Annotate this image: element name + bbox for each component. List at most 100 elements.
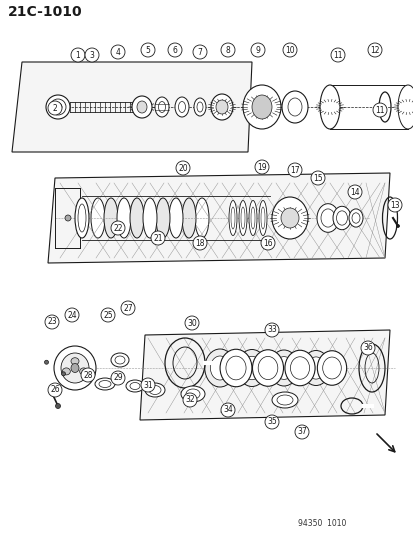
Ellipse shape xyxy=(117,198,131,238)
Ellipse shape xyxy=(216,100,228,114)
Ellipse shape xyxy=(50,99,66,115)
Circle shape xyxy=(367,43,381,57)
Circle shape xyxy=(48,101,62,115)
Ellipse shape xyxy=(320,209,334,227)
Circle shape xyxy=(101,308,115,322)
Ellipse shape xyxy=(104,198,118,238)
Ellipse shape xyxy=(271,392,297,408)
Text: 34: 34 xyxy=(223,406,232,415)
Ellipse shape xyxy=(132,96,152,118)
Ellipse shape xyxy=(54,103,62,111)
Ellipse shape xyxy=(75,198,89,238)
Ellipse shape xyxy=(271,197,307,239)
Ellipse shape xyxy=(322,357,340,379)
Circle shape xyxy=(81,368,95,382)
Ellipse shape xyxy=(332,206,350,230)
Circle shape xyxy=(254,160,268,174)
Circle shape xyxy=(372,103,386,117)
Ellipse shape xyxy=(317,351,346,385)
Ellipse shape xyxy=(211,94,233,120)
Circle shape xyxy=(48,383,62,397)
Circle shape xyxy=(221,43,235,57)
Text: 3: 3 xyxy=(89,51,94,60)
Ellipse shape xyxy=(65,215,71,221)
Circle shape xyxy=(192,236,206,250)
Text: 14: 14 xyxy=(349,188,359,197)
Ellipse shape xyxy=(319,85,339,129)
Ellipse shape xyxy=(210,356,229,380)
Ellipse shape xyxy=(240,207,244,229)
Ellipse shape xyxy=(115,356,125,364)
Ellipse shape xyxy=(269,350,298,386)
Circle shape xyxy=(260,236,274,250)
Ellipse shape xyxy=(348,209,362,227)
Ellipse shape xyxy=(204,349,235,387)
Text: 24: 24 xyxy=(67,311,77,319)
Text: 13: 13 xyxy=(389,200,399,209)
Text: 9: 9 xyxy=(255,45,260,54)
Ellipse shape xyxy=(185,389,199,399)
Ellipse shape xyxy=(259,200,266,236)
Ellipse shape xyxy=(61,353,89,383)
Circle shape xyxy=(45,315,59,329)
Ellipse shape xyxy=(180,386,204,402)
Polygon shape xyxy=(12,62,252,152)
Ellipse shape xyxy=(276,395,292,405)
Text: 35: 35 xyxy=(266,417,276,426)
Ellipse shape xyxy=(258,357,277,379)
Ellipse shape xyxy=(158,101,165,112)
Circle shape xyxy=(310,171,324,185)
Circle shape xyxy=(192,45,206,59)
Ellipse shape xyxy=(62,372,65,376)
Text: 4: 4 xyxy=(115,47,120,56)
Circle shape xyxy=(185,316,199,330)
Ellipse shape xyxy=(351,213,359,223)
Text: 17: 17 xyxy=(290,166,299,174)
Ellipse shape xyxy=(62,368,70,375)
Circle shape xyxy=(250,43,264,57)
Ellipse shape xyxy=(79,368,88,375)
Circle shape xyxy=(111,221,125,235)
Text: 31: 31 xyxy=(143,381,152,390)
Circle shape xyxy=(287,163,301,177)
Circle shape xyxy=(151,231,165,245)
Ellipse shape xyxy=(45,360,48,364)
Ellipse shape xyxy=(237,350,266,386)
Ellipse shape xyxy=(99,381,111,387)
Ellipse shape xyxy=(281,91,307,123)
Text: 21: 21 xyxy=(153,233,162,243)
Ellipse shape xyxy=(126,380,144,392)
Ellipse shape xyxy=(248,200,256,236)
Ellipse shape xyxy=(195,198,209,238)
Ellipse shape xyxy=(274,357,292,379)
Text: 26: 26 xyxy=(50,385,59,394)
Ellipse shape xyxy=(242,356,261,379)
Circle shape xyxy=(264,323,278,337)
Text: 94350  1010: 94350 1010 xyxy=(297,519,346,528)
Text: 27: 27 xyxy=(123,303,133,312)
Text: 2: 2 xyxy=(52,103,57,112)
Text: 22: 22 xyxy=(113,223,122,232)
Text: 30: 30 xyxy=(187,319,197,327)
Ellipse shape xyxy=(230,207,235,229)
Ellipse shape xyxy=(78,204,86,232)
Circle shape xyxy=(330,48,344,62)
Circle shape xyxy=(141,378,154,392)
Ellipse shape xyxy=(197,102,202,112)
Ellipse shape xyxy=(137,101,147,113)
Text: 29: 29 xyxy=(113,374,123,383)
Circle shape xyxy=(168,43,182,57)
Text: 10: 10 xyxy=(285,45,294,54)
Ellipse shape xyxy=(149,385,161,394)
Text: 18: 18 xyxy=(195,238,204,247)
Ellipse shape xyxy=(238,200,247,236)
Text: 5: 5 xyxy=(145,45,150,54)
Ellipse shape xyxy=(336,211,347,225)
Circle shape xyxy=(360,341,374,355)
Ellipse shape xyxy=(242,85,280,129)
Ellipse shape xyxy=(156,198,170,238)
Ellipse shape xyxy=(316,204,338,232)
Text: 12: 12 xyxy=(369,45,379,54)
Text: 1: 1 xyxy=(76,51,80,60)
Text: 37: 37 xyxy=(297,427,306,437)
